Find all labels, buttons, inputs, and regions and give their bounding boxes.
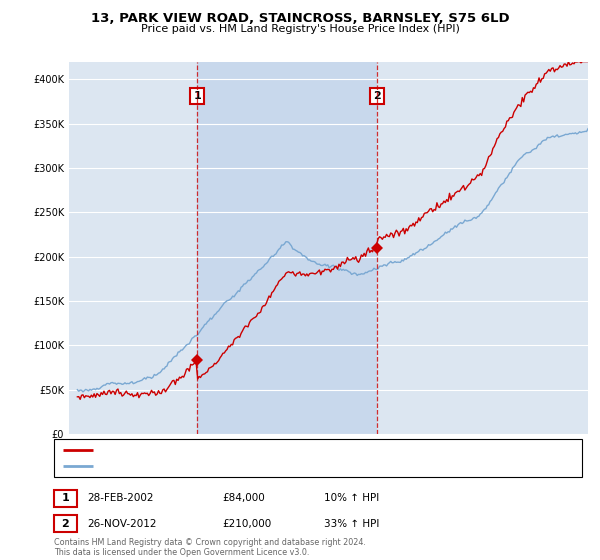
Bar [197, 62, 377, 434]
Text: 2: 2 [373, 91, 381, 101]
Text: 2: 2 [62, 519, 69, 529]
Text: 33% ↑ HPI: 33% ↑ HPI [324, 519, 379, 529]
Text: £210,000: £210,000 [222, 519, 271, 529]
Text: 26-NOV-2012: 26-NOV-2012 [87, 519, 157, 529]
Text: Contains HM Land Registry data © Crown copyright and database right 2024.
This d: Contains HM Land Registry data © Crown c… [54, 538, 366, 557]
Text: 13, PARK VIEW ROAD, STAINCROSS, BARNSLEY, S75 6LD: 13, PARK VIEW ROAD, STAINCROSS, BARNSLEY… [91, 12, 509, 25]
Text: 1: 1 [62, 493, 69, 503]
Text: HPI: Average price, detached house, Barnsley: HPI: Average price, detached house, Barn… [99, 462, 316, 471]
Text: Price paid vs. HM Land Registry's House Price Index (HPI): Price paid vs. HM Land Registry's House … [140, 24, 460, 34]
Text: 1: 1 [193, 91, 201, 101]
Text: 28-FEB-2002: 28-FEB-2002 [87, 493, 154, 503]
Text: 13, PARK VIEW ROAD, STAINCROSS, BARNSLEY, S75 6LD (detached house): 13, PARK VIEW ROAD, STAINCROSS, BARNSLEY… [99, 445, 453, 454]
Text: £84,000: £84,000 [222, 493, 265, 503]
Text: 10% ↑ HPI: 10% ↑ HPI [324, 493, 379, 503]
